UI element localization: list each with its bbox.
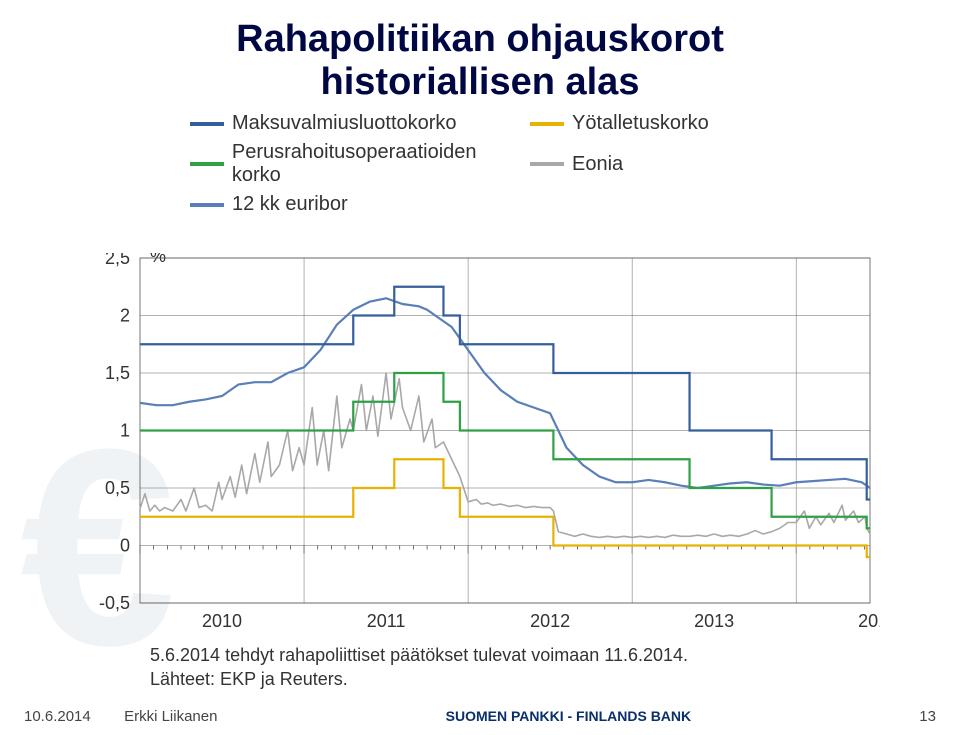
svg-text:2010: 2010 — [202, 611, 242, 631]
swatch-eonia — [530, 162, 564, 166]
slide-title: Rahapolitiikan ohjauskorot historiallise… — [0, 18, 960, 104]
title-line1: Rahapolitiikan ohjauskorot — [236, 18, 724, 60]
svg-text:2,5: 2,5 — [105, 253, 130, 268]
legend-item-eonia: Eonia — [530, 141, 870, 187]
chart-area: 2,5 2 1,5 1 0,5 0 -0,5% 2010 2011 2012 2013 2014 — [90, 253, 880, 633]
svg-text:1: 1 — [120, 421, 130, 441]
svg-text:2014: 2014 — [858, 611, 880, 631]
legend-label-mro: Perusrahoitusoperaatioiden korko — [232, 141, 530, 187]
legend-label-eonia: Eonia — [572, 153, 623, 176]
legend-item-euribor: 12 kk euribor — [190, 193, 530, 216]
legend-label-mlf: Maksuvalmiusluottokorko — [232, 112, 457, 135]
legend-label-euribor: 12 kk euribor — [232, 193, 348, 216]
legend-item-mlf: Maksuvalmiusluottokorko — [190, 112, 530, 135]
swatch-mlf — [190, 122, 224, 126]
legend-item-mro: Perusrahoitusoperaatioiden korko — [190, 141, 530, 187]
svg-text:0,5: 0,5 — [105, 478, 130, 498]
title-line2: historiallisen alas — [321, 61, 640, 103]
svg-text:-0,5: -0,5 — [99, 593, 130, 613]
source-note: 5.6.2014 tehdyt rahapoliittiset päätökse… — [150, 643, 688, 692]
legend: Maksuvalmiusluottokorko Yötalletuskorko … — [190, 112, 960, 222]
svg-text:0: 0 — [120, 536, 130, 556]
note-line1: 5.6.2014 tehdyt rahapoliittiset päätökse… — [150, 645, 688, 665]
svg-text:%: % — [150, 253, 166, 266]
svg-text:1,5: 1,5 — [105, 363, 130, 383]
legend-item-dep: Yötalletuskorko — [530, 112, 870, 135]
svg-text:2013: 2013 — [694, 611, 734, 631]
note-line2: Lähteet: EKP ja Reuters. — [150, 669, 348, 689]
svg-text:2012: 2012 — [530, 611, 570, 631]
legend-label-dep: Yötalletuskorko — [572, 112, 709, 135]
svg-text:2: 2 — [120, 306, 130, 326]
chart-svg: 2,5 2 1,5 1 0,5 0 -0,5% 2010 2011 2012 2013 2014 — [90, 253, 880, 633]
swatch-mro — [190, 162, 224, 166]
swatch-euribor — [190, 203, 224, 207]
svg-text:2011: 2011 — [367, 611, 406, 631]
swatch-dep — [530, 122, 564, 126]
